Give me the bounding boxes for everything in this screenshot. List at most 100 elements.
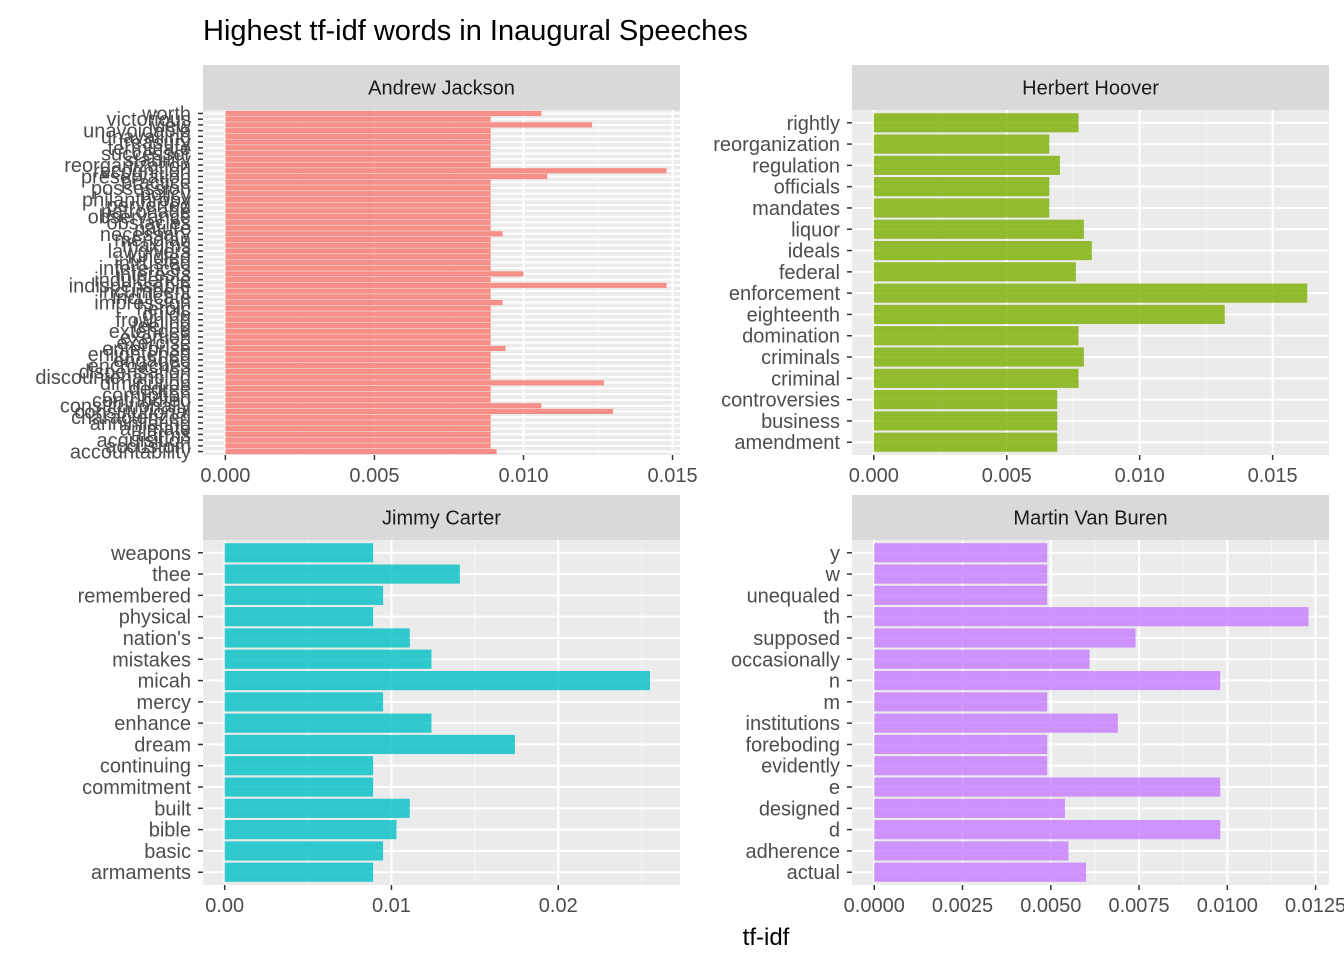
y-tick-label: alarms — [131, 424, 191, 446]
y-tick-label: commitment — [82, 777, 191, 799]
y-tick-label: criminal — [771, 368, 840, 390]
y-tick-label: possession — [91, 178, 191, 200]
bar-dispensation — [225, 368, 491, 374]
y-tick-label: patronage — [101, 201, 191, 223]
facet-strip — [203, 495, 680, 540]
bar-reorganization — [225, 162, 491, 168]
bar-acquisition — [225, 437, 491, 443]
x-tick-label: 0.000 — [200, 465, 250, 487]
y-tick-label: mistakes — [112, 649, 191, 671]
y-tick-label: domination — [742, 326, 840, 348]
bar-discountenancing — [225, 374, 491, 380]
bar-dream — [224, 734, 515, 755]
bar-unavailing — [225, 133, 491, 139]
bar-inculcate — [225, 294, 491, 300]
y-tick-label: foreboding — [745, 734, 840, 756]
y-tick-label: th — [823, 607, 840, 629]
y-tick-label: preservation — [81, 166, 191, 188]
bar-physical — [224, 607, 374, 627]
bar-bible — [224, 820, 397, 840]
x-tick-label: 0.0125 — [1285, 895, 1344, 917]
bar-w — [874, 564, 1048, 584]
x-tick-label: 0.005 — [982, 465, 1032, 487]
y-tick-label: d — [829, 820, 840, 842]
bar-unequaled — [874, 585, 1048, 605]
facet-strip-label: Martin Van Buren — [1013, 508, 1167, 530]
y-tick-label: nature — [134, 218, 191, 240]
y-tick-label: business — [761, 411, 840, 433]
bar-thee — [224, 564, 460, 584]
y-tick-label: frowning — [115, 310, 191, 332]
y-tick-label: lawgivers — [108, 241, 191, 263]
bar-constitutionally — [225, 403, 542, 409]
y-tick-label: contributed — [92, 390, 191, 412]
bar-patronage — [225, 208, 491, 214]
y-tick-label: rightly — [787, 113, 840, 135]
y-tick-label: accountability — [70, 442, 191, 464]
bar-unavoidable — [225, 128, 491, 134]
bar-exertion — [225, 334, 491, 340]
y-tick-label: guide — [142, 304, 191, 326]
y-tick-label: practice — [121, 172, 191, 194]
bar-kindled — [225, 254, 491, 260]
bar-indispensable — [225, 282, 667, 288]
bar-animate — [225, 426, 491, 432]
bar-frowning — [225, 317, 491, 323]
y-tick-label: exercise — [117, 333, 191, 355]
bar-reorganization — [873, 134, 1050, 154]
y-tick-label: stability — [124, 149, 191, 171]
bar-successor — [225, 150, 491, 157]
y-tick-label: accustom — [105, 436, 191, 458]
x-tick-label: 0.0025 — [932, 895, 993, 917]
y-tick-label: discountenancing — [35, 367, 191, 389]
bar-guide — [225, 311, 491, 317]
y-tick-label: worth — [141, 103, 191, 125]
bar-th — [874, 607, 1309, 627]
bar-nation-s — [224, 628, 410, 648]
y-tick-label: institutions — [746, 713, 841, 735]
facet-strip — [203, 65, 680, 110]
bar-armaments — [224, 862, 374, 882]
y-tick-label: controversies — [721, 390, 840, 412]
y-tick-label: physical — [119, 607, 191, 629]
bar-mandates — [873, 198, 1050, 218]
bar-institutions — [874, 713, 1118, 733]
y-tick-label: meridian — [114, 230, 191, 252]
y-tick-label: corruption — [102, 384, 191, 406]
bar-weapons — [224, 543, 374, 563]
y-tick-label: diminution — [100, 373, 191, 395]
x-axis-label: tf-idf — [743, 924, 790, 951]
y-tick-label: treasury — [119, 132, 191, 154]
y-tick-label: inferences — [99, 258, 191, 280]
bar-continuing — [224, 756, 374, 776]
bar-m — [874, 692, 1048, 712]
bar-accustom — [225, 443, 491, 449]
bar-federal — [873, 262, 1076, 282]
y-tick-label: reorganization — [713, 134, 840, 156]
y-tick-label: terminate — [108, 138, 191, 160]
y-tick-label: micah — [138, 671, 191, 693]
bar-officials — [873, 177, 1050, 197]
y-tick-label: e — [829, 777, 840, 799]
y-tick-label: constitutionally — [60, 396, 191, 418]
bar-annihilating — [225, 420, 491, 426]
bar-regulation — [873, 155, 1060, 175]
bar-criminals — [873, 347, 1084, 367]
y-tick-label: supposed — [753, 628, 840, 650]
x-tick-label: 0.010 — [498, 465, 548, 487]
bar-diminution — [225, 380, 604, 386]
bar-domination — [873, 326, 1079, 346]
bar-enlightened — [225, 351, 491, 357]
y-tick-label: impression — [94, 293, 191, 315]
bar-constitutional — [225, 408, 613, 415]
facet-andrew-jackson: Andrew Jackson worthvictoriousviewunavoid… — [35, 65, 698, 487]
y-tick-label: characterized — [71, 407, 191, 429]
x-tick-label: 0.015 — [1248, 465, 1298, 487]
bar-heroic — [225, 305, 491, 311]
bar-remembered — [224, 585, 384, 605]
bar-criminal — [873, 368, 1079, 388]
x-tick-label: 0.00 — [205, 895, 244, 917]
y-tick-label: intrusted — [114, 252, 191, 274]
y-tick-label: philanthropy — [82, 189, 191, 211]
x-tick-label: 0.005 — [349, 465, 399, 487]
